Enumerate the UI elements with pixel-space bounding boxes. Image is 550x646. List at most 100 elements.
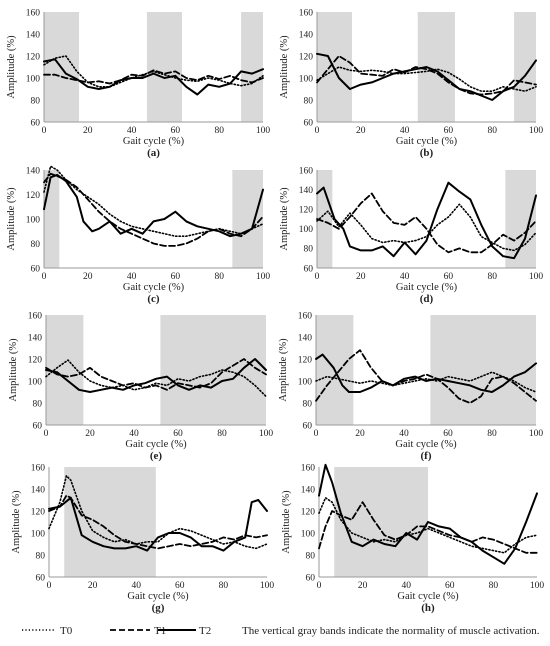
x-tick-label-h-20: 20 <box>358 581 368 591</box>
y-tick-label-f-80: 80 <box>303 399 313 409</box>
x-tick-label-g-20: 20 <box>88 581 98 591</box>
series-line-t2-a <box>43 58 264 96</box>
x-tick-label-f-60: 60 <box>443 429 453 439</box>
y-tick-label-c-80: 80 <box>31 240 41 250</box>
x-tick-label-c-20: 20 <box>83 272 93 282</box>
x-tick-label-e-40: 40 <box>129 429 139 439</box>
x-tick-label-c-100: 100 <box>256 272 271 282</box>
y-axis-label-c: Amplitude (%) <box>6 187 17 251</box>
y-tick-label-h-120: 120 <box>301 507 316 517</box>
y-tick-label-b-80: 80 <box>304 96 314 106</box>
panel-label-d: (d) <box>420 293 434 305</box>
gray-band-b-0 <box>317 12 353 122</box>
series-line-t2-b <box>316 52 537 101</box>
x-axis-label-a: Gait cycle (%) <box>123 136 185 147</box>
y-tick-label-a-160: 160 <box>26 8 41 18</box>
chart-panels: 60 80 100 120 140 160 0 20 40 60 80 100 Gait cycle (… <box>6 8 544 614</box>
y-tick-label-b-140: 140 <box>299 30 314 40</box>
y-axis-label-h: Amplitude (%) <box>281 490 292 554</box>
x-tick-label-c-80: 80 <box>214 272 224 282</box>
gray-band-e-1 <box>160 315 266 425</box>
x-tick-label-f-100: 100 <box>529 429 544 439</box>
series-line-t1-b <box>316 55 537 96</box>
series-line-t1-c <box>43 172 264 247</box>
y-tick-label-f-160: 160 <box>298 311 313 321</box>
y-tick-label-e-100: 100 <box>28 377 43 387</box>
series-line-t0-g <box>48 474 268 550</box>
y-tick-label-f-140: 140 <box>298 333 313 343</box>
y-tick-label-a-60: 60 <box>31 118 41 128</box>
series-line-t2-e <box>45 358 267 393</box>
gray-band-h-0 <box>334 467 428 577</box>
series-line-t1-d <box>316 192 537 254</box>
x-tick-label-b-80: 80 <box>487 126 497 136</box>
x-tick-label-f-80: 80 <box>487 429 497 439</box>
x-axis-label-c: Gait cycle (%) <box>123 282 185 293</box>
x-tick-label-d-40: 40 <box>400 272 410 282</box>
y-tick-label-e-120: 120 <box>28 355 43 365</box>
x-tick-label-e-80: 80 <box>217 429 227 439</box>
chart-panel-g: 60 80 100 120 140 160 0 20 40 60 80 100 Gait cycle (… <box>11 463 274 614</box>
figure-note: The vertical gray bands indicate the nor… <box>242 625 540 637</box>
panel-label-g: (g) <box>152 602 165 614</box>
y-tick-label-g-60: 60 <box>36 573 46 583</box>
y-tick-label-b-120: 120 <box>299 52 314 62</box>
chart-panel-b: 60 80 100 120 140 160 0 20 40 60 80 100 Gait cycle (… <box>279 8 543 159</box>
x-tick-label-c-40: 40 <box>127 272 137 282</box>
series-line-t0-e <box>45 359 267 398</box>
y-tick-label-g-120: 120 <box>31 507 46 517</box>
y-tick-label-b-100: 100 <box>299 74 314 84</box>
x-axis-label-b: Gait cycle (%) <box>396 136 458 147</box>
chart-panel-h: 60 80 100 120 140 160 0 20 40 60 80 100 Gait cycle (… <box>281 463 544 614</box>
series-line-t1-g <box>48 494 268 550</box>
y-tick-label-e-160: 160 <box>28 311 43 321</box>
y-tick-label-e-80: 80 <box>33 399 43 409</box>
y-tick-label-f-100: 100 <box>298 377 313 387</box>
y-tick-label-h-160: 160 <box>301 463 316 473</box>
panel-label-c: (c) <box>147 293 160 305</box>
x-tick-label-d-100: 100 <box>529 272 544 282</box>
series-line-t0-f <box>315 371 537 393</box>
gray-band-d-0 <box>317 170 333 268</box>
series-line-t0-b <box>316 66 537 92</box>
x-tick-label-a-60: 60 <box>171 126 181 136</box>
x-tick-label-a-100: 100 <box>256 126 271 136</box>
y-tick-label-c-60: 60 <box>31 264 41 274</box>
gray-band-c-1 <box>232 170 263 268</box>
gray-band-a-1 <box>146 12 182 122</box>
panel-label-b: (b) <box>420 147 434 159</box>
x-tick-label-h-60: 60 <box>445 581 455 591</box>
x-tick-label-h-40: 40 <box>401 581 411 591</box>
x-tick-label-c-0: 0 <box>42 272 47 282</box>
y-tick-label-g-80: 80 <box>36 551 46 561</box>
y-tick-label-a-80: 80 <box>31 96 41 106</box>
series-line-t2-d <box>316 181 537 260</box>
series-line-t1-h <box>318 501 538 554</box>
y-tick-label-h-100: 100 <box>301 529 316 539</box>
x-tick-label-e-60: 60 <box>173 429 183 439</box>
x-tick-label-h-100: 100 <box>530 581 545 591</box>
x-tick-label-f-0: 0 <box>314 429 319 439</box>
x-tick-label-b-60: 60 <box>444 126 454 136</box>
y-axis-label-b: Amplitude (%) <box>279 35 290 99</box>
x-tick-label-f-20: 20 <box>355 429 365 439</box>
y-tick-label-f-120: 120 <box>298 355 313 365</box>
legend-label-t2: T2 <box>199 625 211 637</box>
chart-panel-a: 60 80 100 120 140 160 0 20 40 60 80 100 Gait cycle (… <box>6 8 270 159</box>
legend: T0 T1 T2 The vertical gray bands indicat… <box>22 625 540 637</box>
y-axis-label-g: Amplitude (%) <box>11 490 22 554</box>
y-tick-label-h-80: 80 <box>306 551 316 561</box>
y-tick-label-c-140: 140 <box>26 166 41 176</box>
gray-band-b-2 <box>514 12 536 122</box>
x-axis-label-g: Gait cycle (%) <box>127 591 189 602</box>
x-axis-label-f: Gait cycle (%) <box>395 439 457 450</box>
chart-panel-c: 60 80 100 120 140 0 20 40 60 80 100 Gait cycle (%) A… <box>6 165 271 305</box>
gray-band-a-2 <box>241 12 263 122</box>
x-tick-label-g-60: 60 <box>175 581 185 591</box>
x-tick-label-e-100: 100 <box>259 429 274 439</box>
gray-band-g-0 <box>64 467 156 577</box>
x-tick-label-b-0: 0 <box>315 126 320 136</box>
series-line-t0-a <box>43 55 264 88</box>
y-tick-label-c-120: 120 <box>26 191 41 201</box>
y-tick-label-d-140: 140 <box>299 186 314 196</box>
